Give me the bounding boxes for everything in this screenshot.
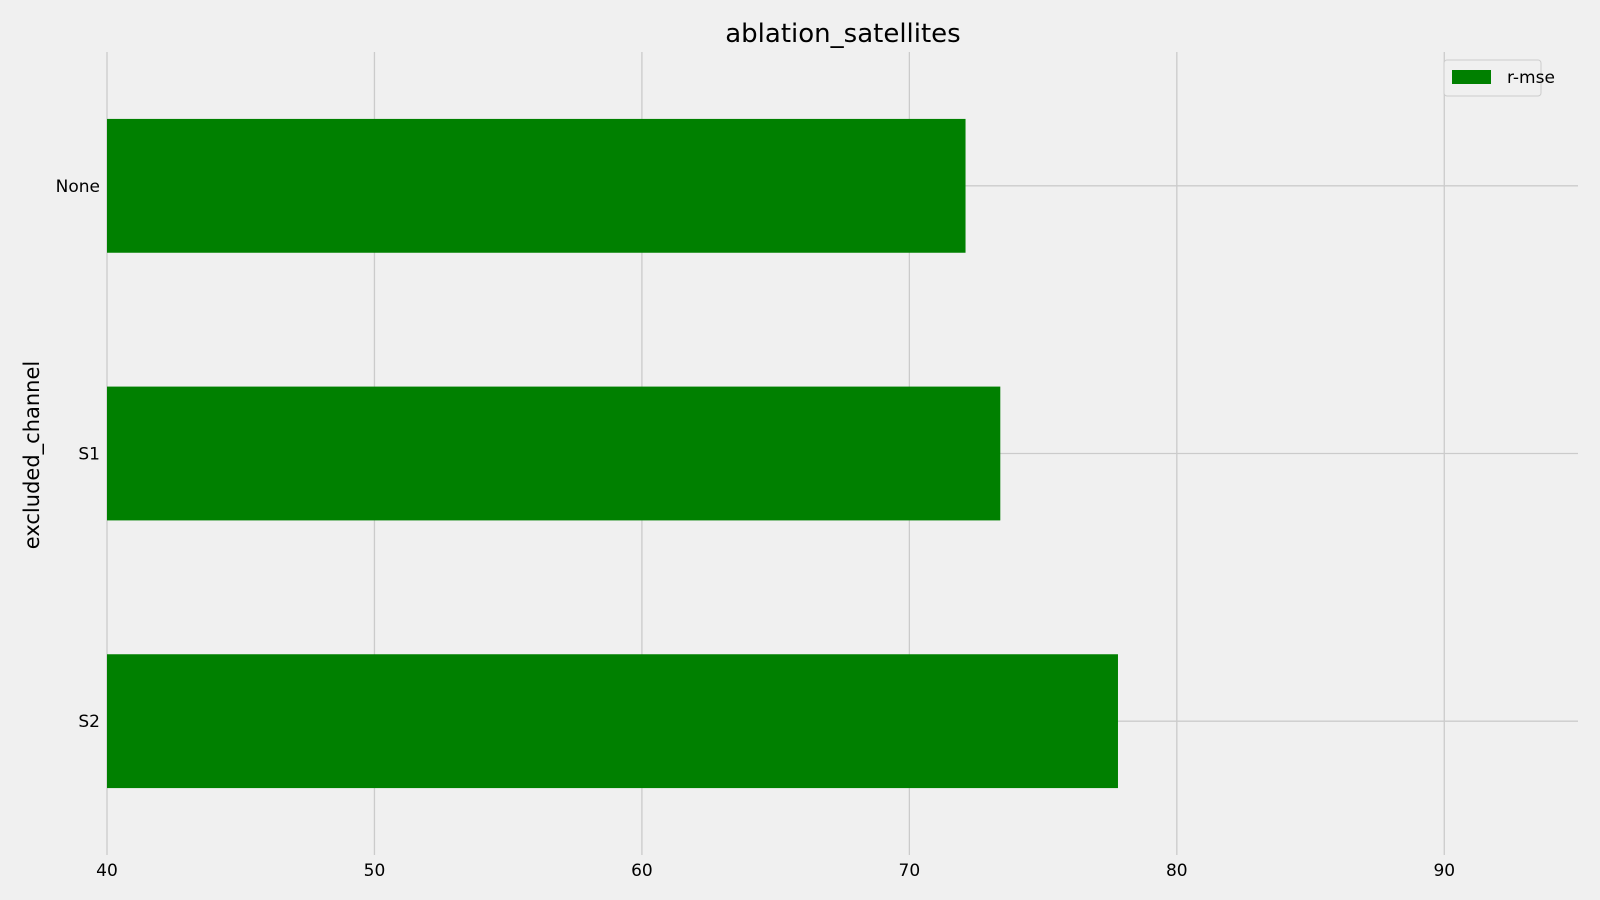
bar [107, 386, 1001, 521]
legend: r-mse [1443, 59, 1555, 97]
x-tick-label: 40 [96, 861, 118, 881]
y-tick-label: S1 [78, 445, 100, 465]
bar [107, 654, 1118, 789]
x-tick-label: 70 [899, 861, 921, 881]
bars [107, 118, 1118, 789]
x-tick-label: 50 [364, 861, 386, 881]
x-axis-ticks: 40 50 60 70 80 90 [96, 861, 1455, 881]
legend-frame [1443, 59, 1542, 97]
x-tick-label: 80 [1166, 861, 1188, 881]
y-axis-label: excluded_channel [20, 361, 45, 549]
y-axis-ticks: None S1 S2 [56, 177, 100, 732]
x-tick-label: 60 [631, 861, 653, 881]
legend-label: r-mse [1507, 68, 1555, 88]
y-tick-label: S2 [78, 712, 100, 732]
x-tick-label: 90 [1433, 861, 1455, 881]
bar [107, 118, 966, 253]
y-tick-label: None [56, 177, 100, 197]
legend-swatch [1452, 70, 1491, 84]
chart-title: ablation_satellites [725, 19, 960, 49]
